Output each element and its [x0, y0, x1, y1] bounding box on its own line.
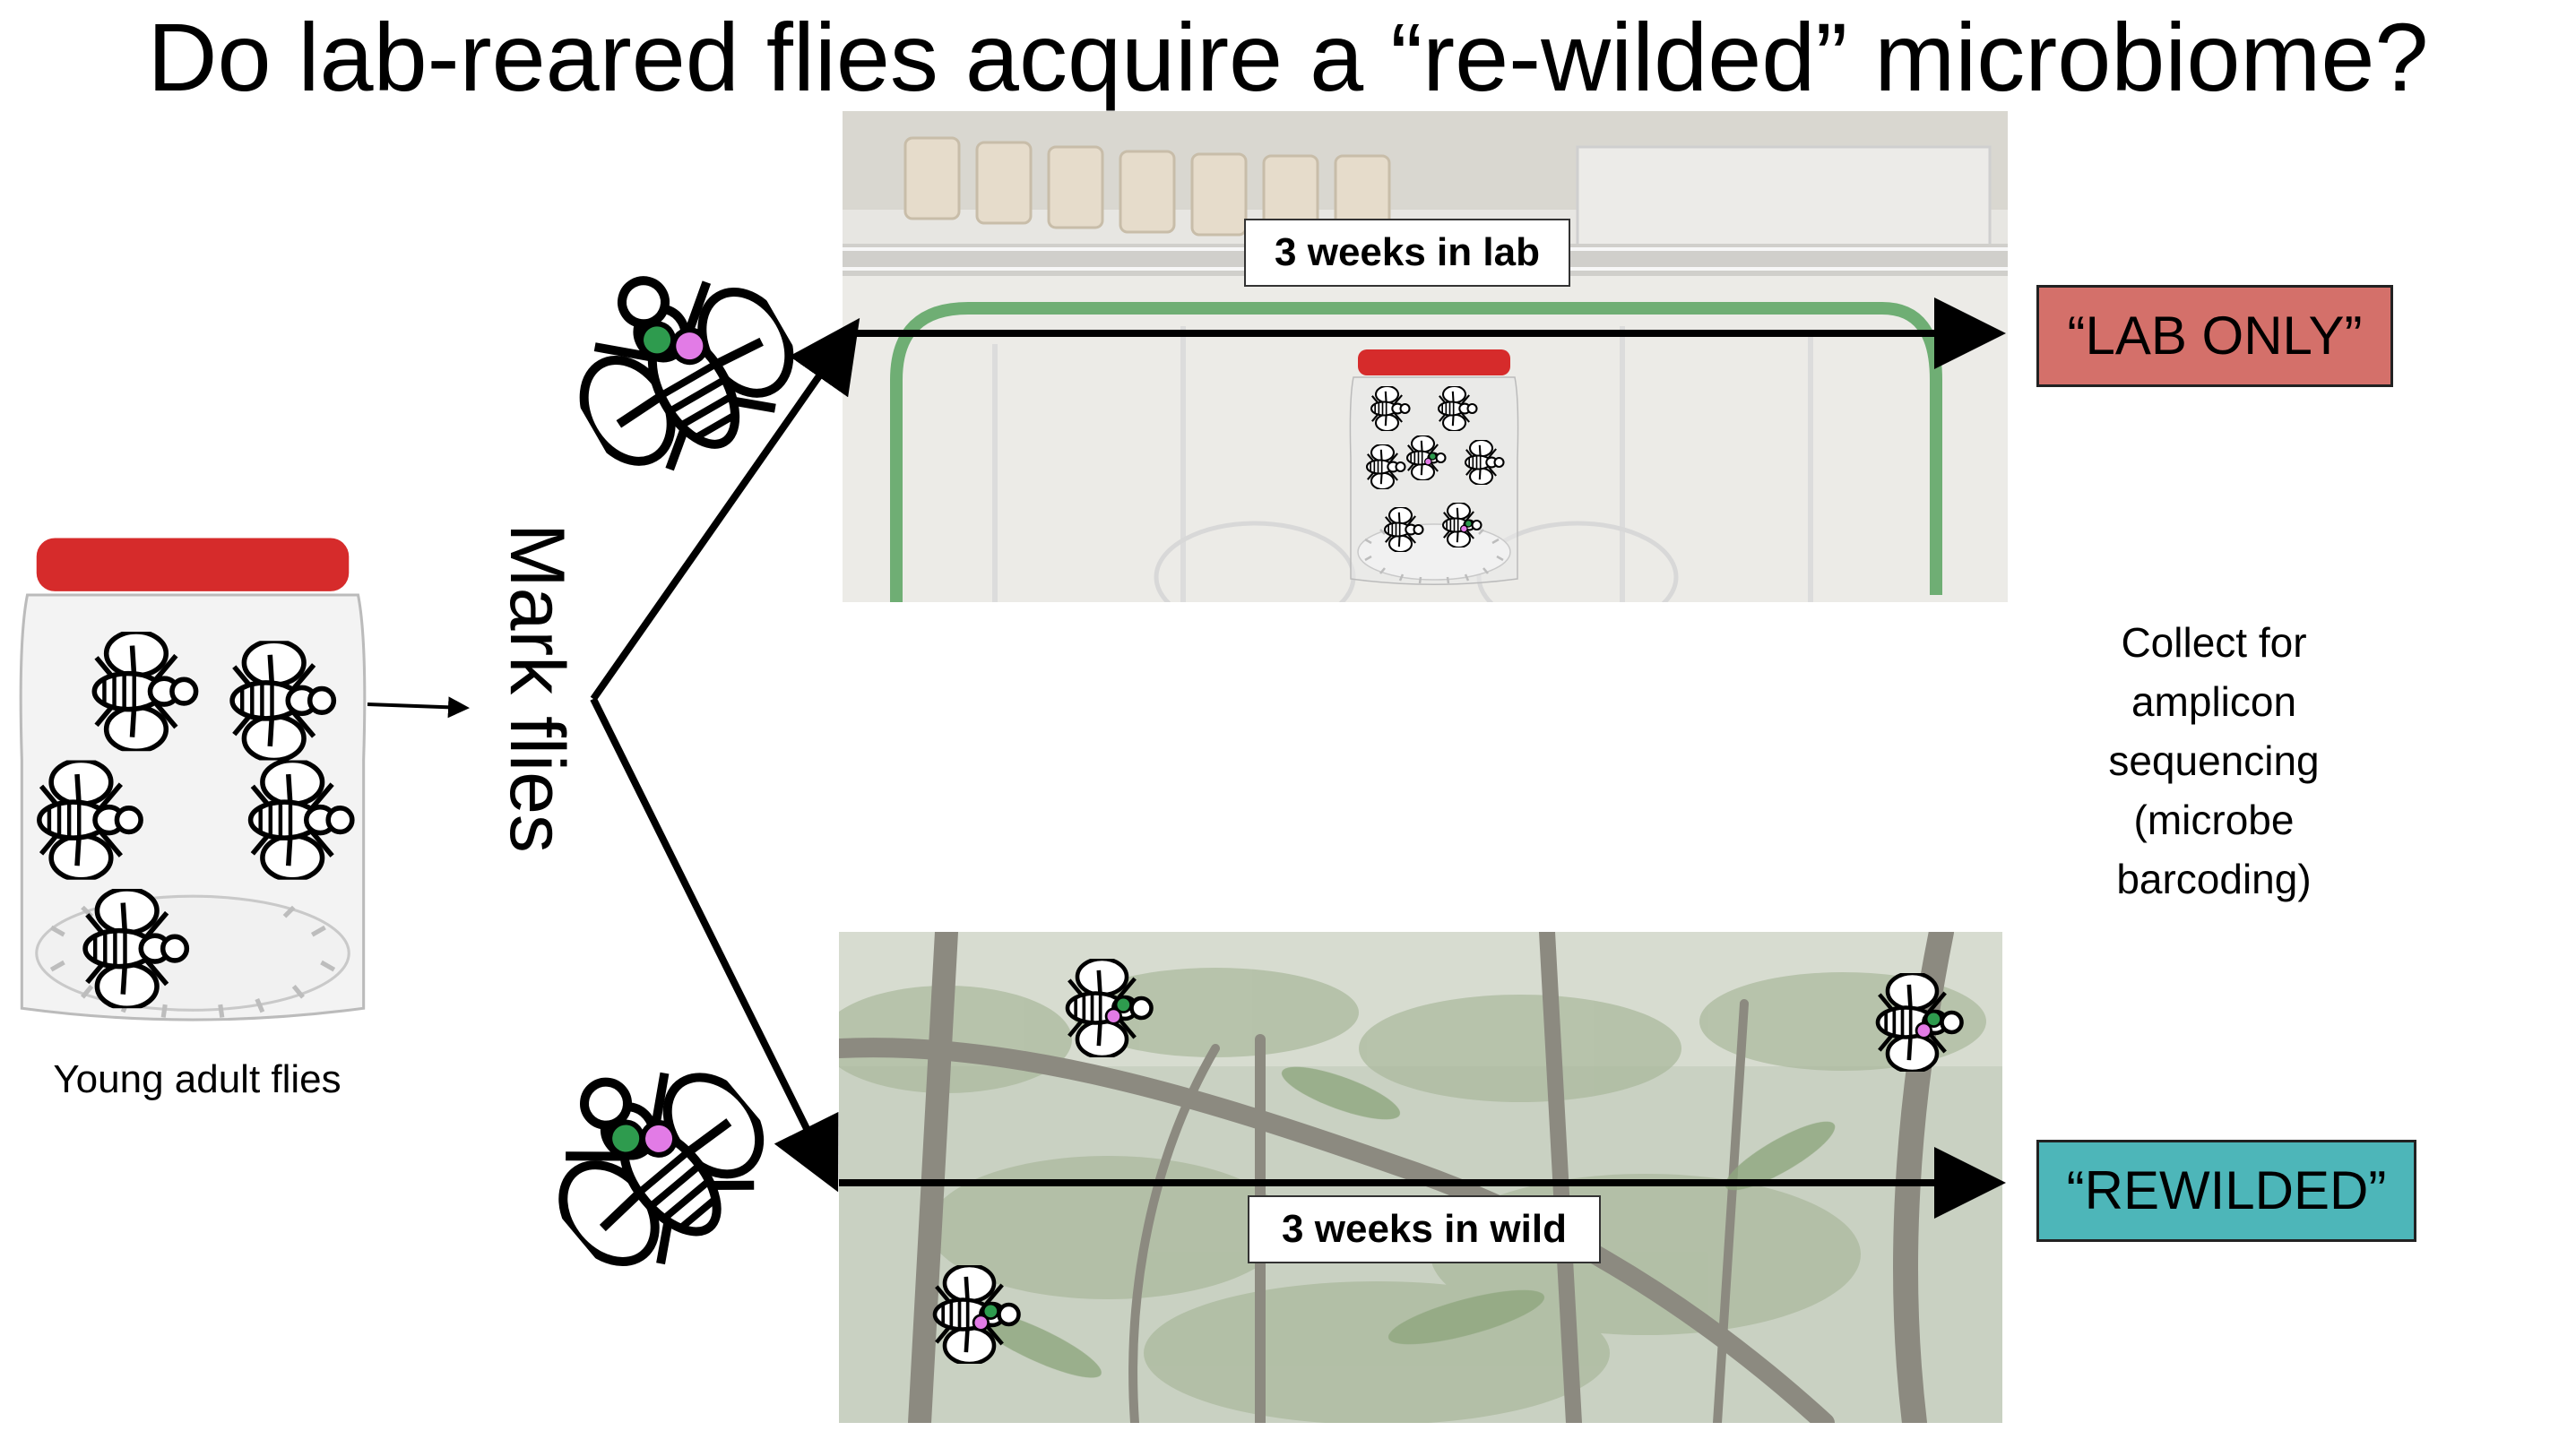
arrow-jar-to-mark: [367, 696, 470, 719]
marked-fly-icon: [574, 260, 789, 475]
arrow-to-lab: [590, 317, 860, 702]
note-line: sequencing: [2108, 737, 2320, 784]
start-caption: Young adult flies: [53, 1057, 341, 1101]
lab-duration-label: 3 weeks in lab: [1244, 219, 1570, 287]
forest-photo: [839, 932, 2002, 1423]
marked-fly-icon: [547, 1054, 762, 1269]
slide-title: Do lab-reared flies acquire a “re-wilded…: [147, 3, 2429, 111]
note-line: Collect for: [2121, 619, 2307, 666]
note-line: barcoding): [2116, 856, 2312, 902]
lab-only-badge: “LAB ONLY”: [2036, 285, 2393, 387]
wild-photo: [839, 932, 2002, 1423]
rewilded-badge: “REWILDED”: [2036, 1140, 2416, 1242]
wild-duration-label: 3 weeks in wild: [1248, 1195, 1601, 1263]
mark-flies-label: Mark flies: [494, 523, 580, 853]
arrow-to-wild: [590, 697, 839, 1193]
note-line: amplicon: [2131, 678, 2297, 725]
note-line: (microbe: [2133, 797, 2295, 843]
collection-note: Collect for amplicon sequencing (microbe…: [2062, 613, 2366, 909]
